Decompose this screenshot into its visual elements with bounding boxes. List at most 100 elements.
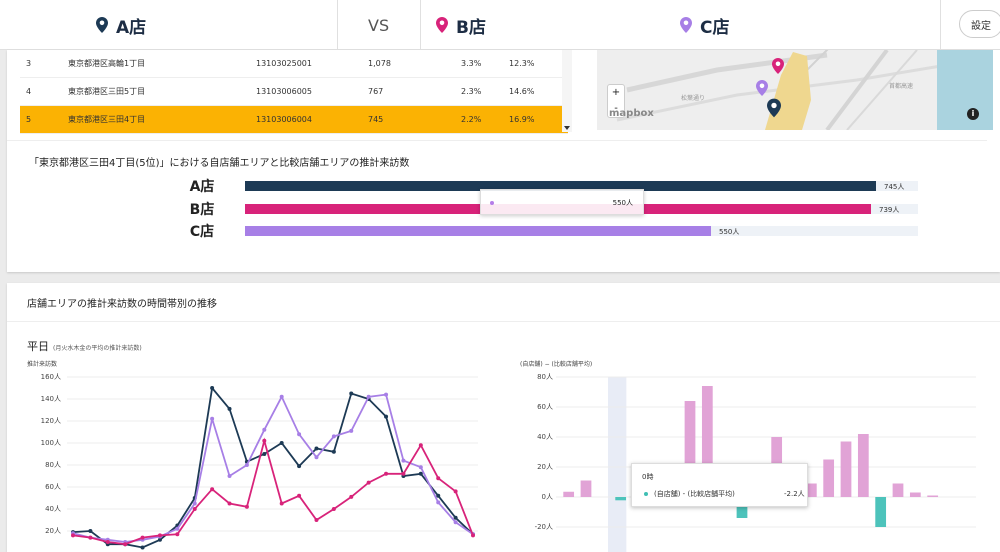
hourly-title: 店舗エリアの推計来訪数の時間帯別の推移: [27, 299, 217, 310]
data-point: [244, 504, 249, 509]
bar-label: C店: [189, 224, 215, 240]
weekday-note: (月火水木金の平均の推計来訪数): [53, 345, 142, 352]
data-point: [453, 515, 458, 520]
store-b-map-pin-icon[interactable]: [772, 58, 784, 74]
data-point: [366, 394, 371, 399]
store-c-map-pin-icon[interactable]: [756, 80, 768, 96]
data-point: [453, 489, 458, 494]
diff-bar[interactable]: [805, 483, 817, 498]
area-cell: 東京都港区三田5丁目: [68, 87, 146, 96]
data-point: [192, 501, 197, 506]
code-cell: 13103025001: [256, 59, 312, 68]
data-point: [227, 501, 232, 506]
data-point: [210, 416, 215, 421]
data-point: [297, 464, 302, 469]
table-scrollbar[interactable]: [562, 50, 572, 132]
store-a-label: A店: [116, 17, 147, 38]
map-pin-icon: [680, 17, 692, 33]
diff-bar[interactable]: [736, 497, 748, 518]
diff-bar[interactable]: [823, 459, 835, 498]
data-point: [262, 427, 267, 432]
bar[interactable]: [245, 226, 711, 236]
code-cell: 13103006005: [256, 87, 312, 96]
y-tick-label: 80人: [45, 461, 61, 469]
data-point: [297, 493, 302, 498]
settings-button[interactable]: 設定: [959, 10, 1000, 38]
store-b-selector[interactable]: B店: [436, 0, 486, 50]
store-c-selector[interactable]: C店: [680, 0, 729, 50]
data-point: [314, 455, 319, 460]
y-tick-label: 60人: [45, 483, 61, 491]
bar[interactable]: [245, 181, 876, 191]
y-tick-label: 0人: [542, 493, 553, 501]
weekday-heading: 平日 (月火水木金の平均の推計来訪数): [27, 338, 142, 354]
data-point: [262, 452, 267, 456]
bar-value-label: 550人: [719, 228, 740, 236]
svg-text:松葉通り: 松葉通り: [681, 94, 705, 102]
bar-track: [245, 226, 918, 236]
diff-bar[interactable]: [615, 497, 627, 501]
diff-bar[interactable]: [892, 483, 904, 498]
diff-bar[interactable]: [857, 434, 869, 497]
scroll-down-icon[interactable]: [564, 126, 570, 130]
diff-bar[interactable]: [684, 401, 696, 497]
store-a-map-pin-icon[interactable]: [767, 98, 781, 118]
mapbox-logo: mapbox: [609, 108, 654, 119]
data-point: [401, 471, 406, 476]
diff-bar[interactable]: [927, 495, 939, 498]
area-ranking-card: 3 東京都港区高輪1丁目 13103025001 1,078 3.3% 12.3…: [7, 50, 1000, 272]
y-tick-label: -20人: [535, 523, 553, 531]
data-point: [140, 545, 145, 550]
store-a-selector[interactable]: A店: [96, 0, 146, 50]
diff-bar[interactable]: [909, 492, 921, 498]
data-point: [297, 432, 302, 437]
tooltip-value: 550人: [612, 199, 633, 207]
bar-track: [245, 181, 918, 191]
tooltip-hour: 0時: [642, 473, 654, 481]
series-line: [72, 393, 474, 543]
section-divider: [7, 140, 987, 141]
rank-cell: 5: [26, 115, 32, 124]
weekday-label: 平日: [27, 340, 49, 353]
table-row[interactable]: 4 東京都港区三田5丁目 13103006005 767 2.3% 14.6%: [20, 78, 568, 106]
diff-bar[interactable]: [563, 491, 575, 497]
hover-band: [608, 377, 627, 552]
map-pin-icon: [436, 17, 448, 33]
table-row-selected[interactable]: 5 東京都港区三田4丁目 13103006004 745 2.2% 16.9%: [20, 106, 568, 134]
y-tick-label: 140人: [41, 395, 61, 403]
data-point: [436, 493, 441, 498]
data-point: [140, 535, 145, 540]
diff-bar[interactable]: [580, 480, 592, 498]
data-point: [349, 391, 354, 396]
table-row[interactable]: 3 東京都港区高輪1丁目 13103025001 1,078 3.3% 12.3…: [20, 50, 568, 78]
data-point: [384, 471, 389, 476]
diff-bar[interactable]: [875, 497, 887, 527]
data-point: [279, 394, 284, 399]
info-icon[interactable]: i: [967, 108, 979, 120]
tooltip-value: -2.2人: [784, 490, 805, 498]
data-point: [157, 537, 162, 542]
series-dot: [644, 492, 648, 496]
series-line: [72, 437, 474, 546]
series-dot: [490, 201, 494, 205]
map-zoom-control: + -: [607, 84, 625, 118]
data-point: [384, 414, 389, 419]
zoom-in-button[interactable]: +: [611, 87, 621, 98]
y-tick-label: 20人: [537, 463, 553, 471]
data-point: [401, 458, 406, 463]
bar-label: B店: [189, 202, 215, 218]
data-point: [279, 501, 284, 506]
data-point: [349, 494, 354, 499]
data-point: [436, 500, 441, 505]
data-point: [418, 443, 423, 448]
area-cell: 東京都港区三田4丁目: [68, 115, 146, 124]
top-bar: A店 VS B店 C店 設定: [0, 0, 1000, 50]
comparison-title: 「東京都港区三田4丁目(5位)」における自店舗エリアと比較店舗エリアの推計来訪数: [29, 158, 410, 169]
area-map[interactable]: 松葉通り 首都高速 + - mapbox i: [597, 50, 993, 130]
zoom-out-button[interactable]: -: [614, 103, 618, 114]
weekday-line-chart: 20人 40人 60人 80人 100人 120人 140人 160人: [41, 373, 478, 550]
cumulative-cell: 16.9%: [509, 115, 535, 124]
diff-bar[interactable]: [840, 441, 852, 498]
diff-bar[interactable]: [701, 386, 713, 497]
data-point: [453, 520, 458, 525]
